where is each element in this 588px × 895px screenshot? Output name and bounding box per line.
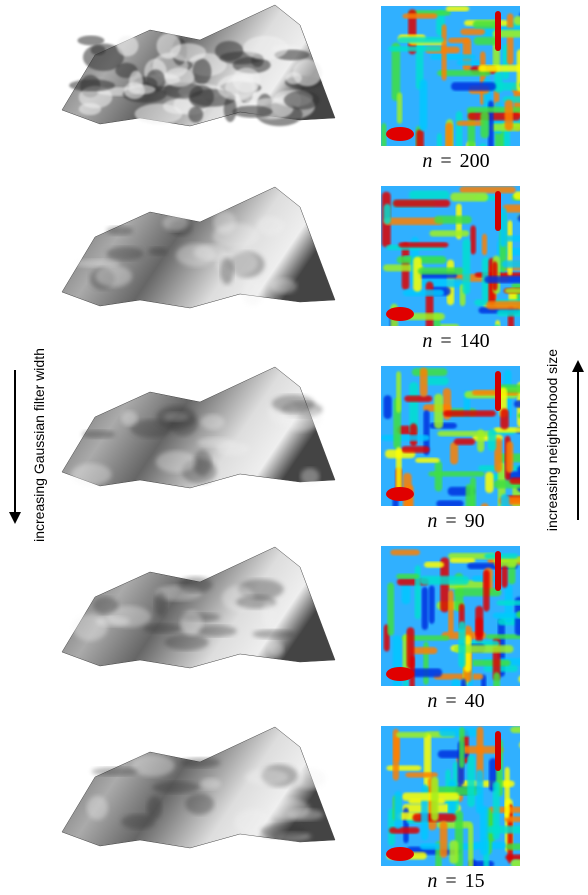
- heatmap: [381, 186, 520, 326]
- label-value: 40: [465, 690, 485, 712]
- label-symbol: n: [422, 330, 432, 352]
- heatmap: [381, 366, 520, 506]
- label-relation: =: [440, 150, 451, 172]
- panel-label: n = 15: [427, 870, 484, 892]
- terrain: [61, 4, 336, 127]
- label-value: 15: [465, 870, 485, 892]
- panel-label: n = 140: [422, 330, 489, 352]
- terrain: [61, 366, 336, 489]
- panel-label: n = 200: [422, 150, 489, 172]
- label-value: 200: [460, 150, 490, 172]
- label-relation: =: [445, 870, 456, 892]
- label-symbol: n: [422, 150, 432, 172]
- label-relation: =: [445, 690, 456, 712]
- label-value: 140: [460, 330, 490, 352]
- terrain: [61, 546, 336, 669]
- label-relation: =: [445, 510, 456, 532]
- label-relation: =: [440, 330, 451, 352]
- label-symbol: n: [427, 690, 437, 712]
- left-label: increasing Gaussian filter width: [31, 348, 47, 542]
- heatmap: [381, 546, 520, 686]
- terrain: [61, 186, 336, 309]
- heatmap: [381, 6, 520, 146]
- terrain: [61, 726, 336, 849]
- panel-label: n = 90: [427, 510, 484, 532]
- label-symbol: n: [427, 510, 437, 532]
- right-label: increasing neighborhood size: [544, 349, 560, 531]
- label-value: 90: [465, 510, 485, 532]
- panel-label: n = 40: [427, 690, 484, 712]
- label-symbol: n: [427, 870, 437, 892]
- heatmap: [381, 726, 520, 866]
